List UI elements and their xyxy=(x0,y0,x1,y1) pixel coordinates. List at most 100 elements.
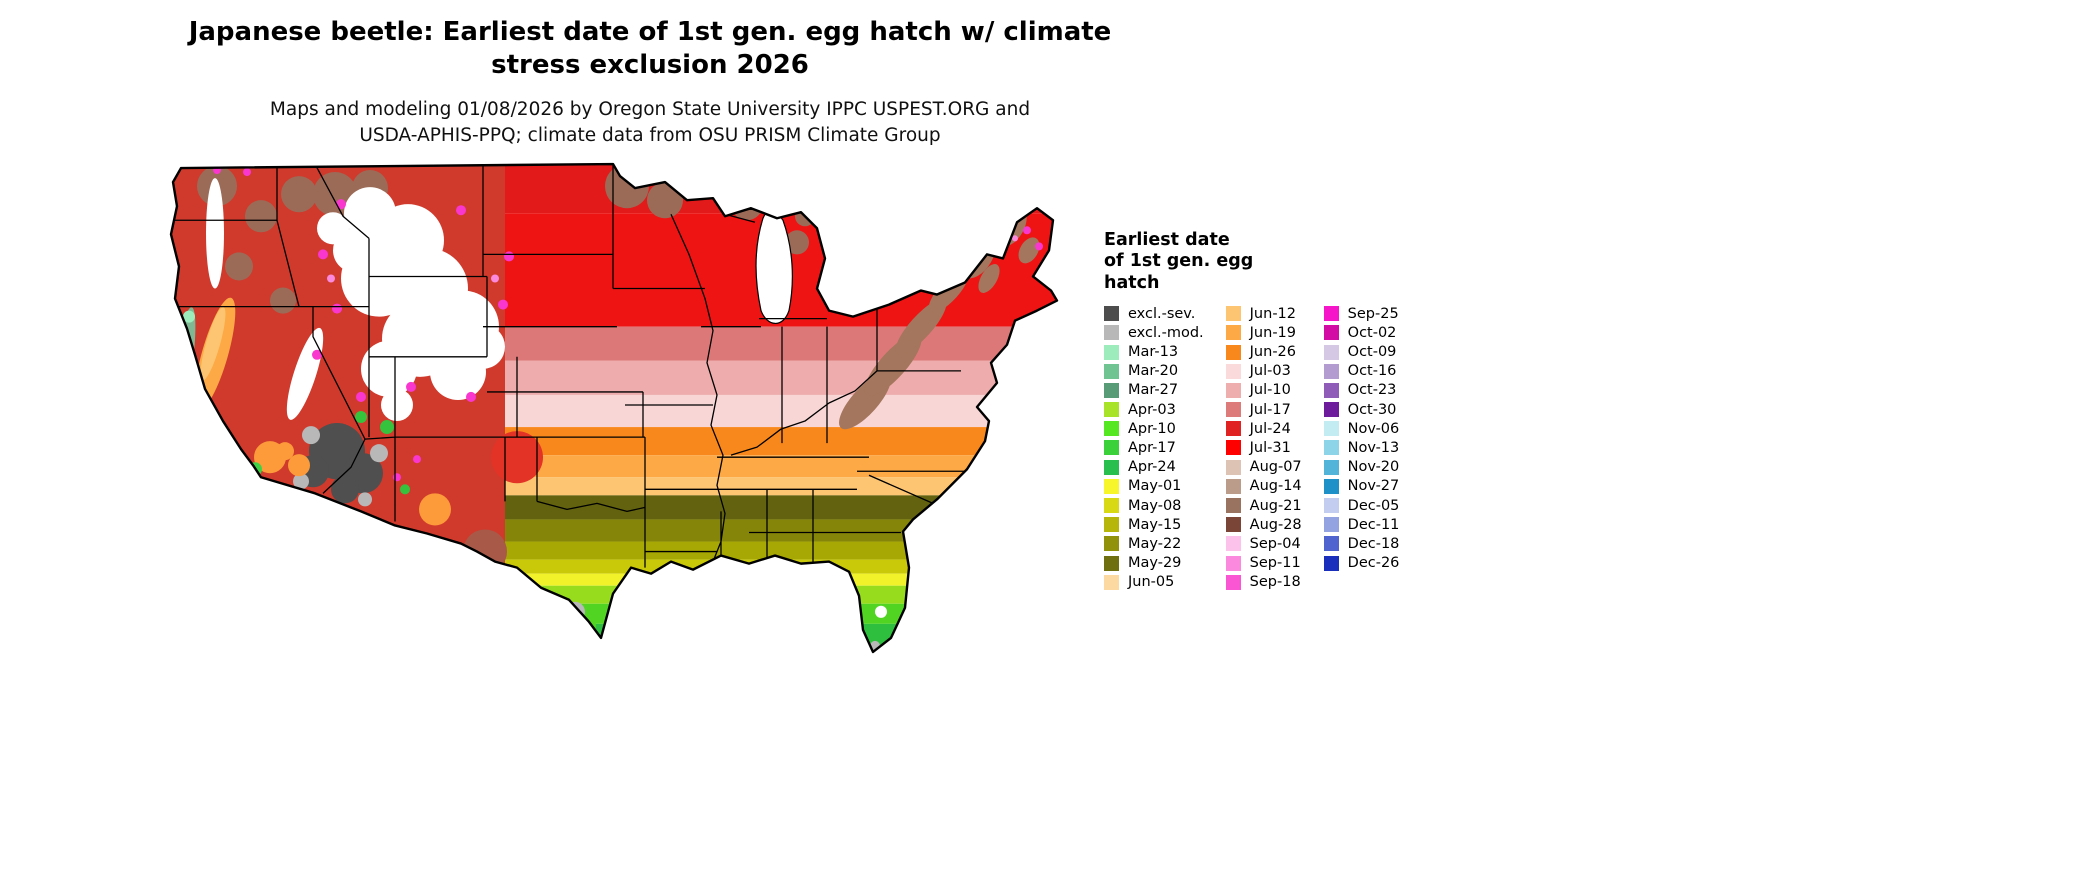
legend-label: Jul-03 xyxy=(1249,363,1291,380)
subtitle: Maps and modeling 01/08/2026 by Oregon S… xyxy=(60,97,1240,149)
legend-label: Aug-07 xyxy=(1249,459,1302,476)
legend-label: Jun-19 xyxy=(1249,324,1296,341)
legend-label: Apr-03 xyxy=(1128,401,1176,418)
legend-title-line-2: of 1st gen. egg xyxy=(1104,251,1254,272)
legend-swatch xyxy=(1323,363,1339,379)
legend-item: Jun-12 xyxy=(1225,304,1302,323)
legend-label: May-08 xyxy=(1128,497,1182,514)
us-map xyxy=(165,158,1065,660)
legend-swatch xyxy=(1104,325,1119,341)
legend-label: Jun-12 xyxy=(1249,305,1296,322)
legend-swatch xyxy=(1104,459,1119,475)
subtitle-line-1: Maps and modeling 01/08/2026 by Oregon S… xyxy=(269,99,1031,120)
legend-item: Jul-03 xyxy=(1225,362,1302,381)
legend-label: Oct-23 xyxy=(1347,382,1397,399)
legend-label: Mar-20 xyxy=(1128,363,1179,380)
legend-swatch xyxy=(1323,536,1339,552)
legend-swatch xyxy=(1225,517,1241,533)
legend-item: Oct-09 xyxy=(1323,342,1400,361)
legend-label: Dec-05 xyxy=(1347,497,1400,514)
legend-swatch xyxy=(1104,517,1119,533)
legend-item: Dec-05 xyxy=(1323,496,1400,515)
legend-item: Oct-30 xyxy=(1323,400,1400,419)
legend-swatch xyxy=(1323,498,1339,513)
legend-label: Jul-31 xyxy=(1249,439,1291,456)
legend-label: Apr-17 xyxy=(1128,439,1176,456)
legend-label: May-29 xyxy=(1128,555,1182,572)
legend-label: Aug-21 xyxy=(1249,497,1302,514)
legend-item: May-08 xyxy=(1104,496,1204,515)
legend-item: May-01 xyxy=(1104,477,1204,496)
legend-item: Aug-07 xyxy=(1225,458,1302,477)
legend-item: Oct-16 xyxy=(1323,362,1400,381)
legend-label: Oct-30 xyxy=(1347,401,1397,418)
legend-item: Oct-23 xyxy=(1323,381,1400,400)
legend-label: Nov-20 xyxy=(1347,459,1400,476)
legend-swatch xyxy=(1323,344,1339,360)
subtitle-line-2: USDA-APHIS-PPQ; climate data from OSU PR… xyxy=(359,124,941,146)
legend-title: Earliest date of 1st gen. egg hatch xyxy=(1104,230,1444,294)
legend-column-3: Sep-25 Oct-02 Oct-09 Oct-16 Oct-23 Oct-30 Nov-… xyxy=(1323,304,1400,573)
legend-item: Apr-24 xyxy=(1104,458,1204,477)
legend-column-1: excl.-sev. excl.-mod. Mar-13 Mar-20 Mar-27 Ap… xyxy=(1104,304,1204,592)
legend-swatch xyxy=(1104,536,1119,552)
page-title-line-1: Japanese beetle: Earliest date of 1st ge… xyxy=(188,17,1112,47)
legend-item: Oct-02 xyxy=(1323,323,1400,342)
legend-item: Aug-21 xyxy=(1225,496,1302,515)
legend-item: excl.-sev. xyxy=(1104,304,1204,323)
legend-item: Apr-03 xyxy=(1104,400,1204,419)
legend-item: Jul-10 xyxy=(1225,381,1302,400)
legend-swatch xyxy=(1225,421,1241,437)
legend-swatch xyxy=(1104,306,1119,322)
legend-label: Nov-13 xyxy=(1347,439,1400,456)
legend-swatch xyxy=(1323,421,1339,437)
legend-swatch xyxy=(1225,459,1241,475)
legend-label: May-22 xyxy=(1128,535,1182,552)
legend-item: May-15 xyxy=(1104,515,1204,534)
legend-item: Nov-13 xyxy=(1323,438,1400,457)
legend-swatch xyxy=(1104,440,1119,456)
legend-label: Oct-09 xyxy=(1347,344,1397,360)
legend-swatch xyxy=(1225,382,1241,398)
legend-swatch xyxy=(1225,325,1241,341)
legend-swatch xyxy=(1104,498,1119,513)
legend-label: excl.-sev. xyxy=(1128,305,1196,322)
legend-swatch xyxy=(1104,344,1119,360)
legend-swatch xyxy=(1225,478,1241,494)
legend-swatch xyxy=(1104,555,1119,571)
legend-label: Mar-13 xyxy=(1128,344,1179,360)
legend-swatch xyxy=(1323,555,1339,571)
legend-title-line-1: Earliest date xyxy=(1104,230,1230,250)
legend-item: excl.-mod. xyxy=(1104,323,1204,342)
map-raster xyxy=(171,164,1057,652)
legend-label: Sep-25 xyxy=(1347,305,1399,322)
legend-swatch xyxy=(1323,325,1339,341)
legend-item: Nov-06 xyxy=(1323,419,1400,438)
legend-label: Mar-27 xyxy=(1128,382,1179,399)
legend-label: Apr-24 xyxy=(1128,459,1176,476)
legend-swatch xyxy=(1323,382,1339,398)
map-pink-specks xyxy=(327,235,1018,283)
legend-item: Nov-27 xyxy=(1323,477,1400,496)
legend-label: Aug-28 xyxy=(1249,516,1302,533)
legend-item: Apr-17 xyxy=(1104,438,1204,457)
legend-title-line-3: hatch xyxy=(1104,272,1160,293)
legend-swatch xyxy=(1225,574,1241,590)
legend-label: Sep-04 xyxy=(1249,535,1301,552)
legend-swatch xyxy=(1225,344,1241,360)
legend-swatch xyxy=(1104,363,1119,379)
legend-swatch xyxy=(1323,402,1339,418)
page-title-line-2: stress exclusion 2026 xyxy=(491,49,809,80)
legend-item: Sep-04 xyxy=(1225,534,1302,553)
legend-swatch xyxy=(1104,421,1119,437)
legend-label: Nov-06 xyxy=(1347,420,1400,437)
legend-label: Sep-11 xyxy=(1249,555,1301,572)
legend-label: Aug-14 xyxy=(1249,478,1302,495)
legend-swatch xyxy=(1104,382,1119,398)
legend-label: Nov-27 xyxy=(1347,478,1400,495)
legend-item: Mar-27 xyxy=(1104,381,1204,400)
legend-swatch xyxy=(1225,440,1241,456)
legend-item: Jun-26 xyxy=(1225,342,1302,361)
legend-label: May-15 xyxy=(1128,516,1182,533)
legend-item: Jul-17 xyxy=(1225,400,1302,419)
